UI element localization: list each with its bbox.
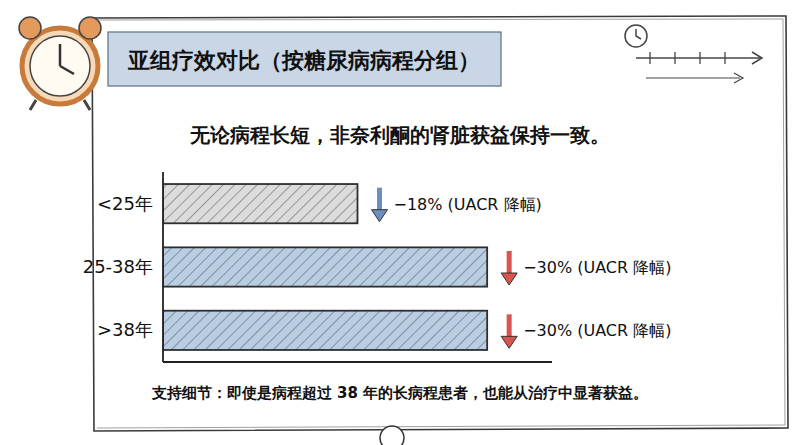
bar [163,311,487,350]
down-arrow-head [501,336,517,348]
bar [163,184,358,223]
annotation: 支持细节：即使是病程超过 38 年的长病程患者，也能从治疗中显著获益。 [151,384,648,402]
data-label: −30% (UACR 降幅) [523,321,671,340]
clock-hand [60,66,74,74]
clock-bell [79,17,101,39]
title-banner [108,32,501,86]
timeline-clock-hand [636,29,641,39]
clock-leg [84,100,90,110]
timeline-clock [625,25,647,47]
clock-body [22,28,98,104]
timeline-tick [724,52,725,64]
data-label: −30% (UACR 降幅) [523,258,671,277]
timeline-icon [625,25,762,83]
value-axis [163,361,552,363]
down-arrow-head [501,273,517,285]
timeline-tick [649,52,650,64]
clock-leg [30,100,36,110]
clock-hand [59,44,62,66]
data-label: −18% (UACR 降幅) [394,195,542,214]
doodle [380,426,404,445]
timeline-arrow [752,52,762,64]
clock-face [30,36,90,96]
timeline-line [646,77,740,78]
timeline-line [636,57,760,59]
clock-icon [19,17,101,110]
timeline-tick [699,52,700,64]
bar [163,247,487,286]
subtitle: 无论病程长短，非奈利酮的肾脏获益保持一致。 [189,123,610,147]
category-label: >38年 [97,319,153,340]
down-arrow-head [372,210,388,222]
category-axis [162,172,164,362]
timeline-tick [674,52,675,64]
category-label: <25年 [97,193,153,214]
title: 亚组疗效对比（按糖尿病病程分组） [127,48,480,73]
chart: 亚组疗效对比（按糖尿病病程分组） 无论病程长短，非奈利酮的肾脏获益保持一致。 <25… [0,0,800,445]
category-label: 25-38年 [83,256,153,277]
frame-sketch [95,19,785,428]
clock-bell [19,17,41,39]
frame [92,16,788,431]
timeline-arrow [734,73,743,83]
